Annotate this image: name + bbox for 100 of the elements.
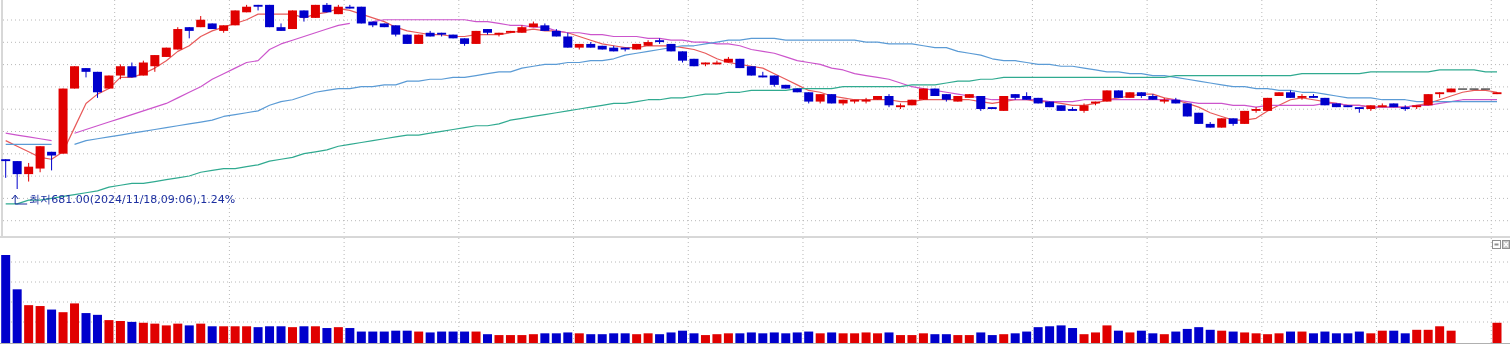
candlestick (173, 26, 183, 50)
bar (643, 333, 653, 343)
bar (1182, 328, 1192, 343)
candlestick (92, 71, 102, 99)
bar (746, 332, 756, 343)
bar (287, 327, 297, 343)
bar (540, 333, 550, 343)
candlestick (1251, 106, 1261, 114)
bar (574, 333, 584, 343)
bar (1286, 331, 1296, 343)
bar (712, 334, 722, 343)
bar (987, 335, 997, 343)
bar (219, 326, 229, 343)
bar (1171, 331, 1181, 343)
bar (1354, 331, 1364, 343)
bar (127, 321, 137, 343)
bar (689, 333, 699, 343)
bar (12, 289, 22, 343)
bar (758, 333, 768, 343)
bar (655, 334, 665, 343)
candlestick (1297, 93, 1307, 101)
bar (402, 330, 412, 343)
bar (1033, 327, 1043, 343)
bar (333, 327, 343, 343)
bar (150, 323, 160, 343)
bar (850, 333, 860, 343)
bar (1389, 330, 1399, 343)
bar (1251, 333, 1261, 343)
bar (437, 331, 447, 343)
bar (47, 309, 57, 343)
bar (368, 331, 378, 343)
bar (265, 326, 275, 343)
bar (976, 332, 986, 343)
bar (1010, 333, 1020, 343)
bar (1446, 330, 1456, 343)
bar (1423, 329, 1433, 343)
bar (999, 334, 1009, 343)
bar (918, 333, 928, 343)
bar (1320, 331, 1330, 343)
bar (620, 333, 630, 343)
bar (781, 333, 791, 343)
bar (1194, 327, 1204, 343)
bar (310, 326, 320, 343)
bar (207, 326, 217, 343)
bar (356, 331, 366, 343)
bar (586, 334, 596, 343)
bar (253, 327, 263, 343)
bar (1274, 333, 1284, 343)
bar (941, 334, 951, 343)
bar (1228, 331, 1238, 343)
candlestick (70, 65, 80, 90)
bar (81, 313, 91, 343)
bar (379, 331, 389, 343)
candlestick (12, 160, 22, 190)
bar (1377, 330, 1387, 343)
bar (895, 335, 905, 343)
bar (161, 325, 171, 343)
bar (861, 332, 871, 343)
bar (873, 333, 883, 343)
bar (1056, 325, 1066, 343)
bar (700, 335, 710, 343)
bar (230, 326, 240, 343)
annotation: 최저681.00(2024/11/18,09:06),1.24% (29, 193, 236, 206)
bar (115, 321, 125, 343)
bar (35, 306, 45, 343)
bar (632, 334, 642, 343)
bar (1435, 326, 1445, 343)
bar (884, 332, 894, 343)
bar (448, 331, 458, 343)
bar (70, 303, 80, 343)
bar (1366, 333, 1376, 343)
bar (597, 334, 607, 343)
bar (460, 331, 470, 343)
bar (551, 333, 561, 343)
bar (1205, 329, 1215, 343)
bar (804, 331, 814, 343)
bar (322, 328, 332, 343)
bar (1125, 332, 1135, 343)
bar (24, 305, 34, 343)
bar (1113, 330, 1123, 343)
bar (1136, 330, 1146, 343)
bar (184, 325, 194, 343)
bar (414, 331, 424, 343)
bar (838, 333, 848, 343)
bar (1412, 329, 1422, 343)
bar (815, 333, 825, 343)
bar (1343, 333, 1353, 343)
bar (1297, 331, 1307, 343)
bar (735, 333, 745, 343)
bar (1308, 333, 1318, 343)
bar (723, 333, 733, 343)
bar (1022, 331, 1032, 343)
bar (678, 330, 688, 343)
bar (907, 335, 917, 343)
bar (138, 322, 148, 343)
bar (196, 323, 206, 343)
bar (827, 332, 837, 343)
bar (609, 333, 619, 343)
bar (345, 328, 355, 343)
bar (494, 335, 504, 343)
